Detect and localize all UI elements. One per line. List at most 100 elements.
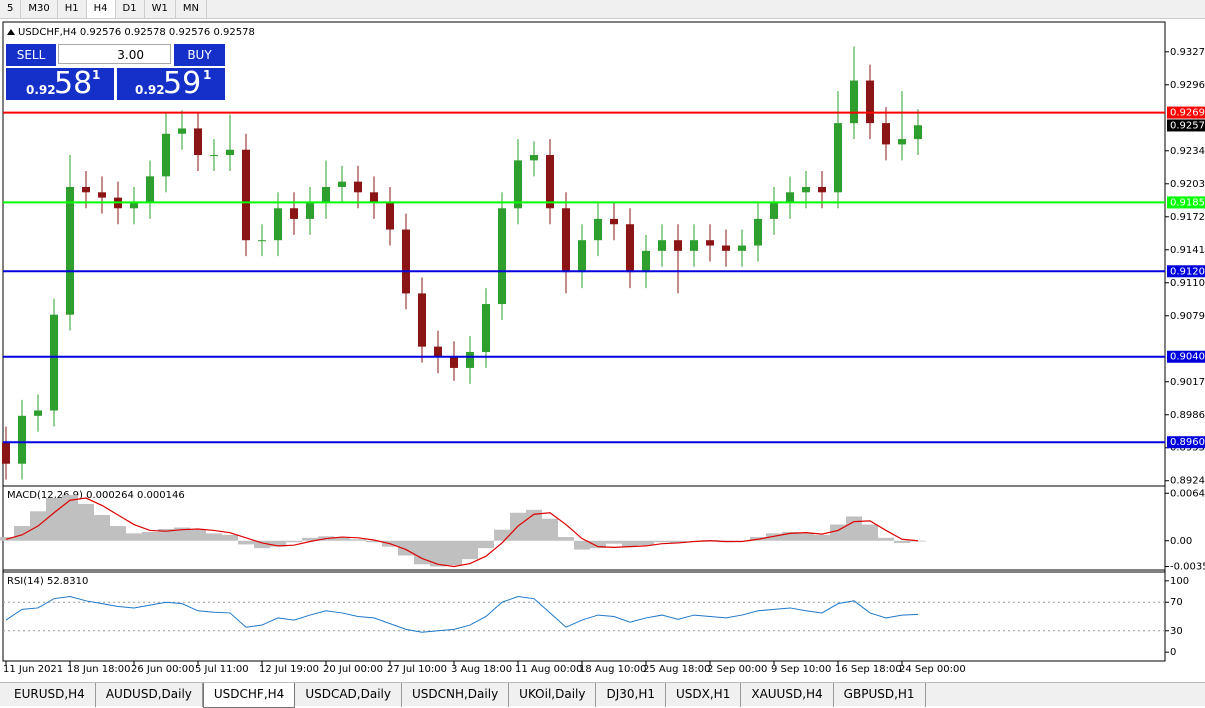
macd-bar <box>334 537 350 541</box>
signal-line <box>5 497 919 568</box>
volume-input[interactable]: 3.00 <box>58 44 171 64</box>
candle-body <box>178 128 186 134</box>
candle-body <box>658 240 666 251</box>
indicator-title: MACD(12,26,9) 0.000264 0.000146 <box>7 490 185 501</box>
macd-bar <box>670 540 686 543</box>
chart-tab[interactable]: UKOil,Daily <box>509 683 597 707</box>
chart-tabs: EURUSD,H4 AUDUSD,Daily USDCHF,H4 USDCAD,Dai… <box>0 682 1205 708</box>
sell-button[interactable]: SELL <box>6 44 56 66</box>
chart-tab[interactable]: USDCNH,Daily <box>402 683 510 707</box>
chart-frame <box>2 21 1166 662</box>
timeframe-button[interactable]: H1 <box>58 0 87 18</box>
ask-big: 0.92 <box>135 83 165 97</box>
candle-body <box>786 192 794 203</box>
x-tick-label: 27 Jul 10:00 <box>387 664 447 675</box>
candle-body <box>882 123 890 145</box>
macd-bar <box>238 540 254 545</box>
macd-bar <box>878 537 894 541</box>
macd-bar <box>494 529 510 541</box>
macd-bar <box>190 529 206 541</box>
macd-bar <box>78 503 94 541</box>
macd-bar <box>158 528 174 541</box>
candle-body <box>242 149 250 241</box>
candle-body <box>98 192 106 198</box>
level-tag <box>1167 265 1205 278</box>
candle-body <box>482 304 490 352</box>
macd-bar <box>478 540 494 549</box>
timeframe-bar: 5 M30 H1 H4 D1 W1 MN <box>0 0 1205 19</box>
chart-tab[interactable]: USDCHF,H4 <box>202 683 296 708</box>
candle-body <box>898 139 906 145</box>
candle-body <box>546 155 554 209</box>
x-tick-label: 25 Aug 18:00 <box>643 664 710 675</box>
macd-bar <box>302 537 318 541</box>
timeframe-button[interactable]: MN <box>176 0 207 18</box>
chart-tab[interactable]: AUDUSD,Daily <box>96 683 203 707</box>
candle-body <box>706 240 714 246</box>
chart-title: USDCHF,H4 0.92576 0.92578 0.92576 0.9257… <box>18 27 255 38</box>
level-label: 0.91208 <box>1170 266 1205 277</box>
timeframe-button[interactable]: 5 <box>0 0 22 18</box>
candle-body <box>626 224 634 273</box>
macd-bar <box>846 516 862 541</box>
timeframe-button[interactable]: M30 <box>21 0 58 18</box>
macd-bar <box>814 534 830 541</box>
candle-body <box>722 245 730 251</box>
chart-tab[interactable]: XAUUSD,H4 <box>741 683 834 707</box>
candle-body <box>610 218 618 225</box>
y-tick-label: 0.006451 <box>1170 488 1205 499</box>
candle-body <box>594 218 602 241</box>
last-price-label: 0.92578 <box>1170 120 1205 131</box>
x-tick-label: 2 Sep 00:00 <box>707 664 767 675</box>
macd-bar <box>638 540 654 546</box>
macd-bar <box>542 518 558 541</box>
candle-body <box>322 186 330 203</box>
macd-bar <box>654 540 670 543</box>
y-tick-label: -0.00350 <box>1170 562 1205 573</box>
chart-tab[interactable]: USDX,H1 <box>666 683 742 707</box>
macd-bar <box>94 514 110 541</box>
chart-tab[interactable]: USDCAD,Daily <box>295 683 402 707</box>
candle-body <box>834 123 842 193</box>
candle-body <box>466 351 474 368</box>
y-tick-label: 70 <box>1170 597 1183 608</box>
bid-price[interactable]: 0.92 58 1 <box>6 66 114 101</box>
macd-bar <box>46 498 62 541</box>
macd-bar <box>782 531 798 541</box>
candle-body <box>306 202 314 219</box>
macd-bar <box>462 540 478 560</box>
buy-button[interactable]: BUY <box>174 44 225 66</box>
candle-body <box>450 357 458 368</box>
timeframe-button[interactable]: H4 <box>86 0 116 18</box>
candle-body <box>386 202 394 230</box>
chart-tab[interactable]: GBPUSD,H1 <box>834 683 926 707</box>
candle-body <box>354 181 362 193</box>
candle-body <box>194 128 202 156</box>
timeframe-button[interactable]: D1 <box>116 0 145 18</box>
timeframe-button[interactable]: W1 <box>145 0 176 18</box>
ask-point: 1 <box>203 68 212 82</box>
chart-tab[interactable]: DJ30,H1 <box>596 683 666 707</box>
candle-body <box>530 155 538 161</box>
ask-price[interactable]: 0.92 59 1 <box>117 66 225 101</box>
candle-body <box>690 240 698 251</box>
candle-body <box>290 208 298 219</box>
y-tick-label: 30 <box>1170 626 1183 637</box>
candle-body <box>850 80 858 124</box>
candle-body <box>514 160 522 209</box>
macd-bar <box>206 533 222 541</box>
level-tag <box>1167 196 1205 209</box>
last-price-tag <box>1167 119 1205 132</box>
macd-bar <box>574 540 590 550</box>
macd-bar <box>270 540 286 547</box>
candle-body <box>914 125 922 140</box>
macd-bar <box>14 526 30 541</box>
chart-tab[interactable]: EURUSD,H4 <box>4 683 96 707</box>
macd-bar <box>110 526 126 541</box>
one-click-panel: SELL 3.00 BUY 0.92 58 1 0.92 59 1 <box>6 44 225 101</box>
